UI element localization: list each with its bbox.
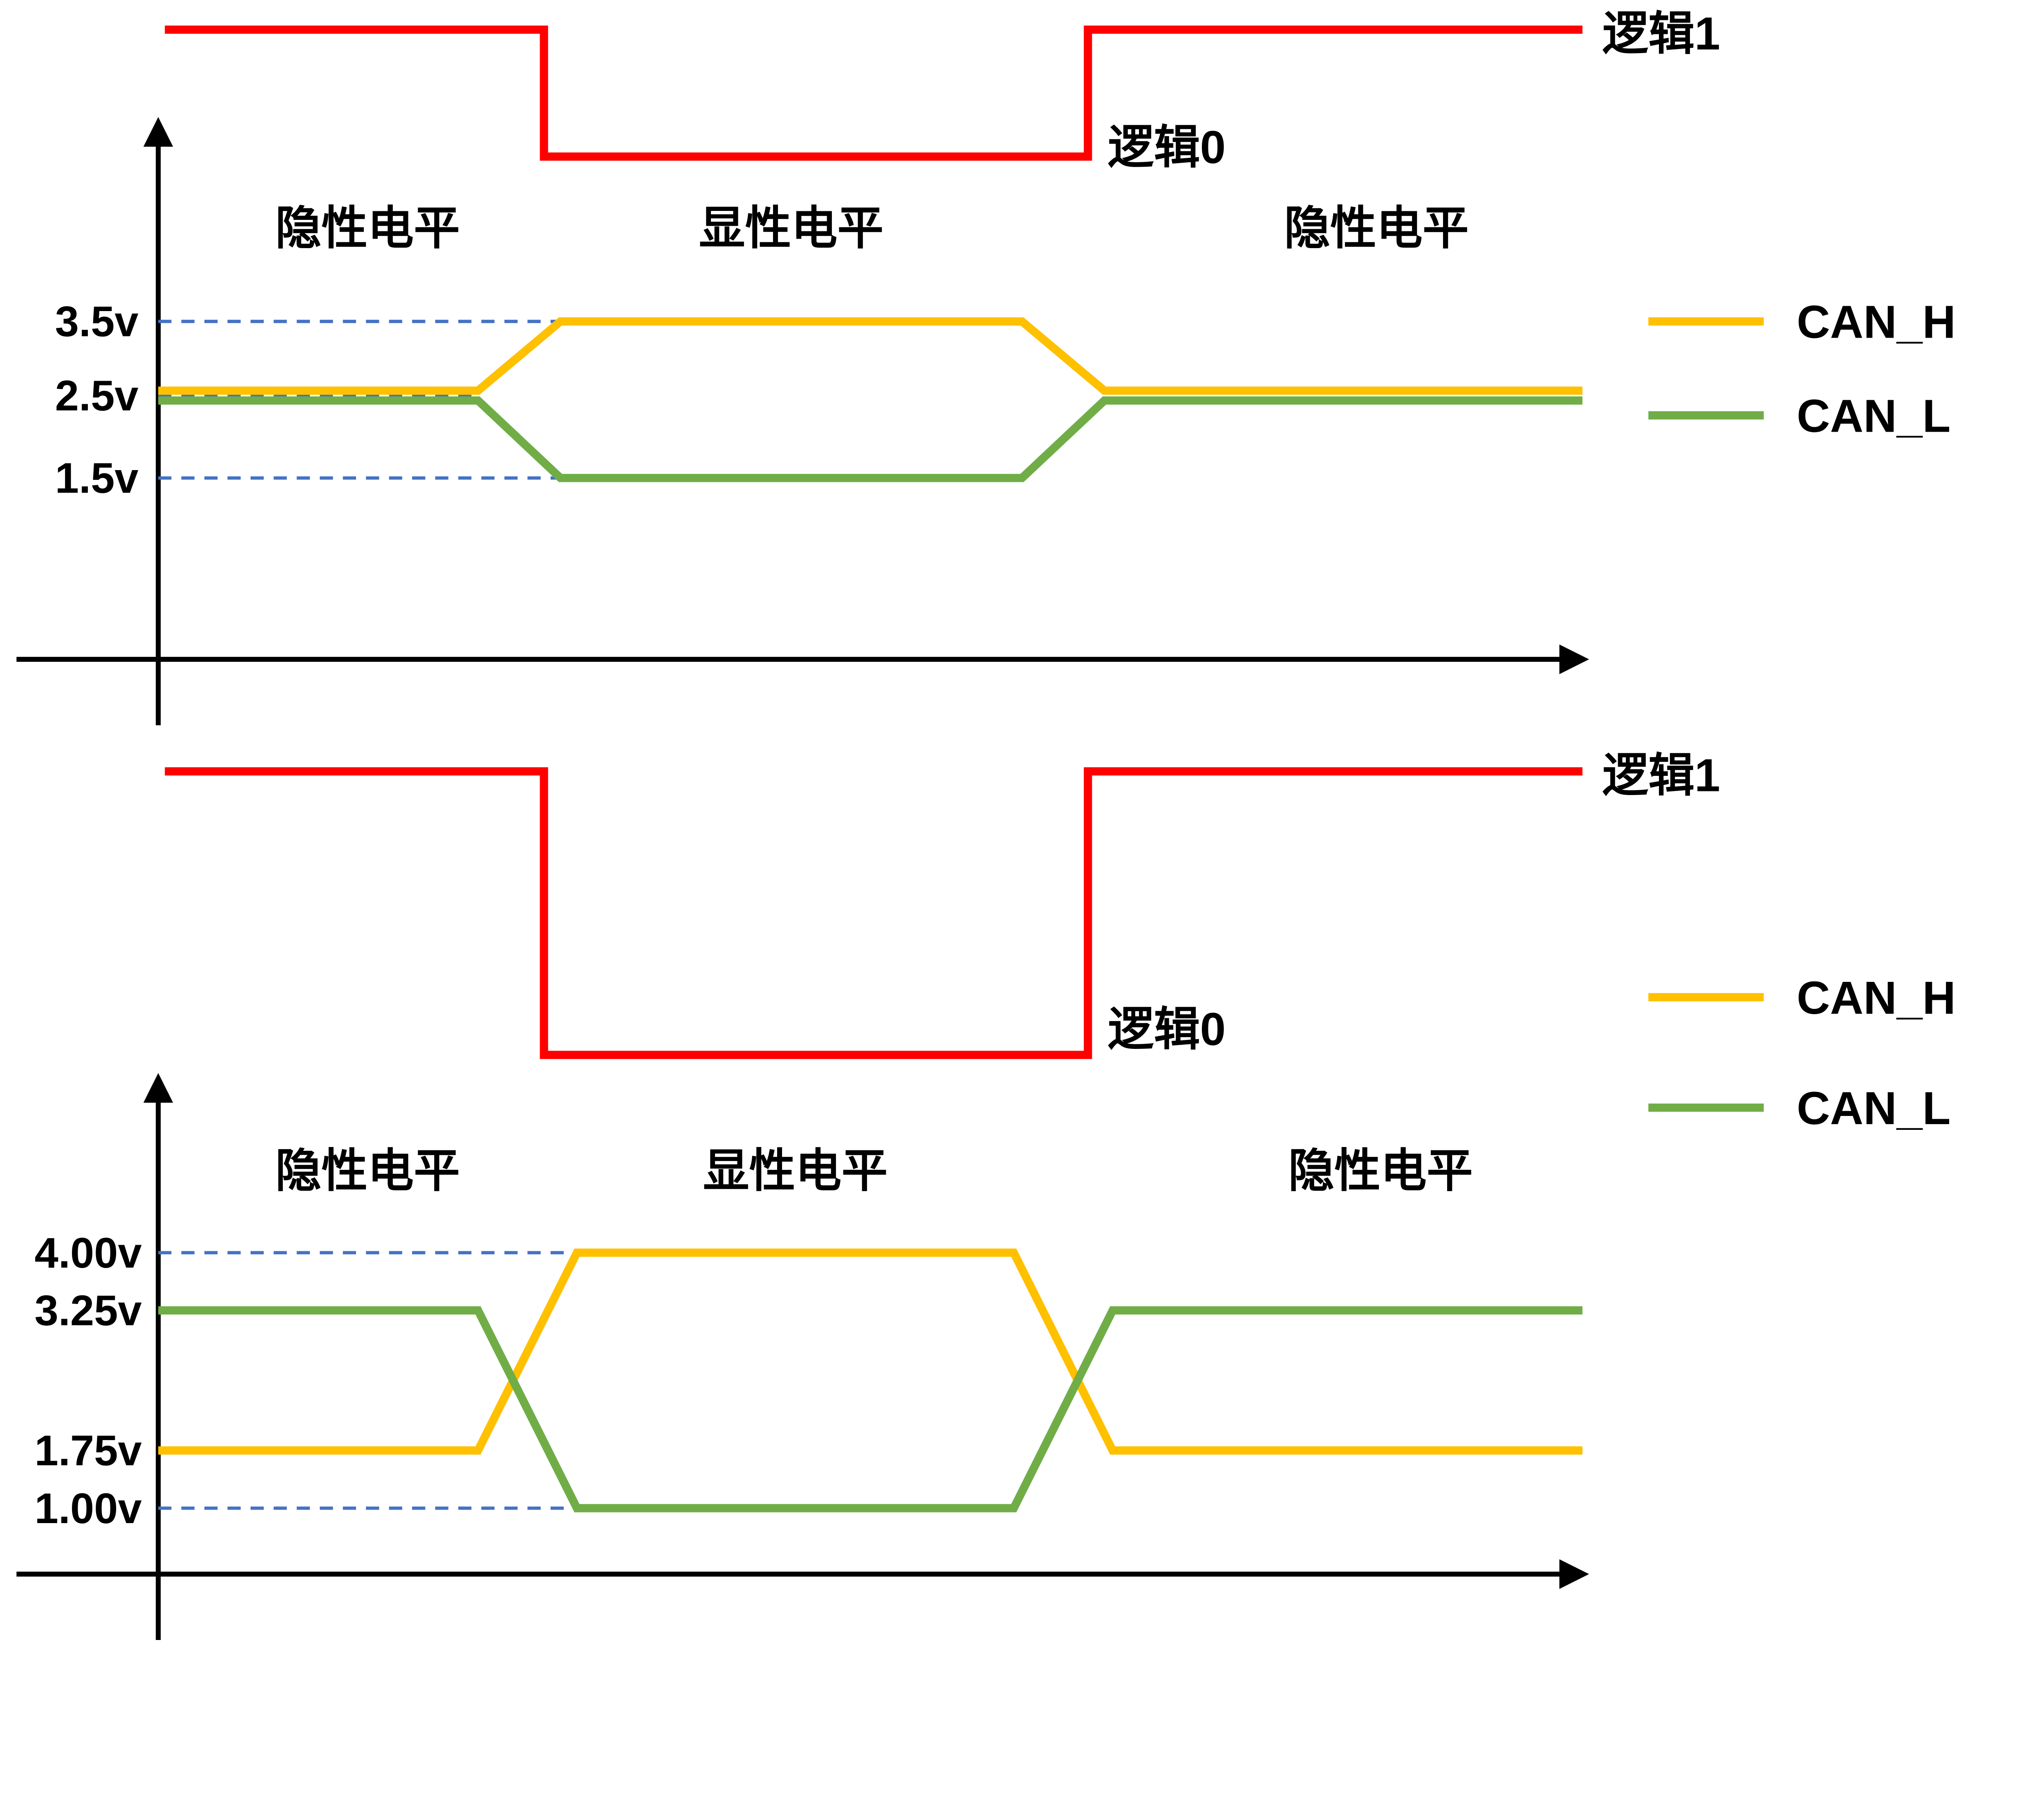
arrowhead	[143, 1073, 173, 1103]
top-can-l-waveform	[158, 401, 1582, 478]
top-ytick-2.5v: 2.5v	[55, 372, 139, 420]
bot-legend-canl-label: CAN_L	[1797, 1082, 1950, 1134]
bot-state-recessive-1: 隐性电平	[275, 1145, 460, 1196]
bot-legend-canh-label: CAN_H	[1797, 972, 1956, 1024]
bot-ytick-1.75v: 1.75v	[34, 1427, 141, 1475]
top-ytick-1.5v: 1.5v	[55, 455, 139, 502]
bot-state-dominant: 显性电平	[703, 1145, 888, 1196]
bot-logic-waveform	[165, 771, 1582, 1055]
top-logic-waveform	[165, 30, 1582, 157]
bot-can-h-waveform	[158, 1253, 1582, 1451]
top-can-h-waveform	[158, 321, 1582, 390]
top-legend-canl-label: CAN_L	[1797, 390, 1950, 441]
arrowhead	[1560, 1559, 1589, 1589]
bot-ytick-4.00v: 4.00v	[34, 1229, 141, 1277]
bot-logic0-label: 逻辑0	[1108, 1003, 1226, 1055]
bot-state-recessive-2: 隐性电平	[1288, 1145, 1473, 1196]
top-logic0-label: 逻辑0	[1108, 121, 1226, 173]
bot-ytick-3.25v: 3.25v	[34, 1287, 141, 1335]
top-ytick-3.5v: 3.5v	[55, 298, 139, 346]
top-state-recessive-1: 隐性电平	[275, 202, 460, 254]
bot-can-l-waveform	[158, 1311, 1582, 1508]
top-logic1-label: 逻辑1	[1602, 8, 1720, 59]
top-state-dominant: 显性电平	[699, 202, 884, 254]
arrowhead	[1560, 645, 1589, 674]
top-state-recessive-2: 隐性电平	[1284, 202, 1469, 254]
bot-ytick-1.00v: 1.00v	[34, 1485, 141, 1532]
bot-logic1-label: 逻辑1	[1602, 749, 1720, 801]
top-legend-canh-label: CAN_H	[1797, 296, 1956, 348]
arrowhead	[143, 117, 173, 147]
